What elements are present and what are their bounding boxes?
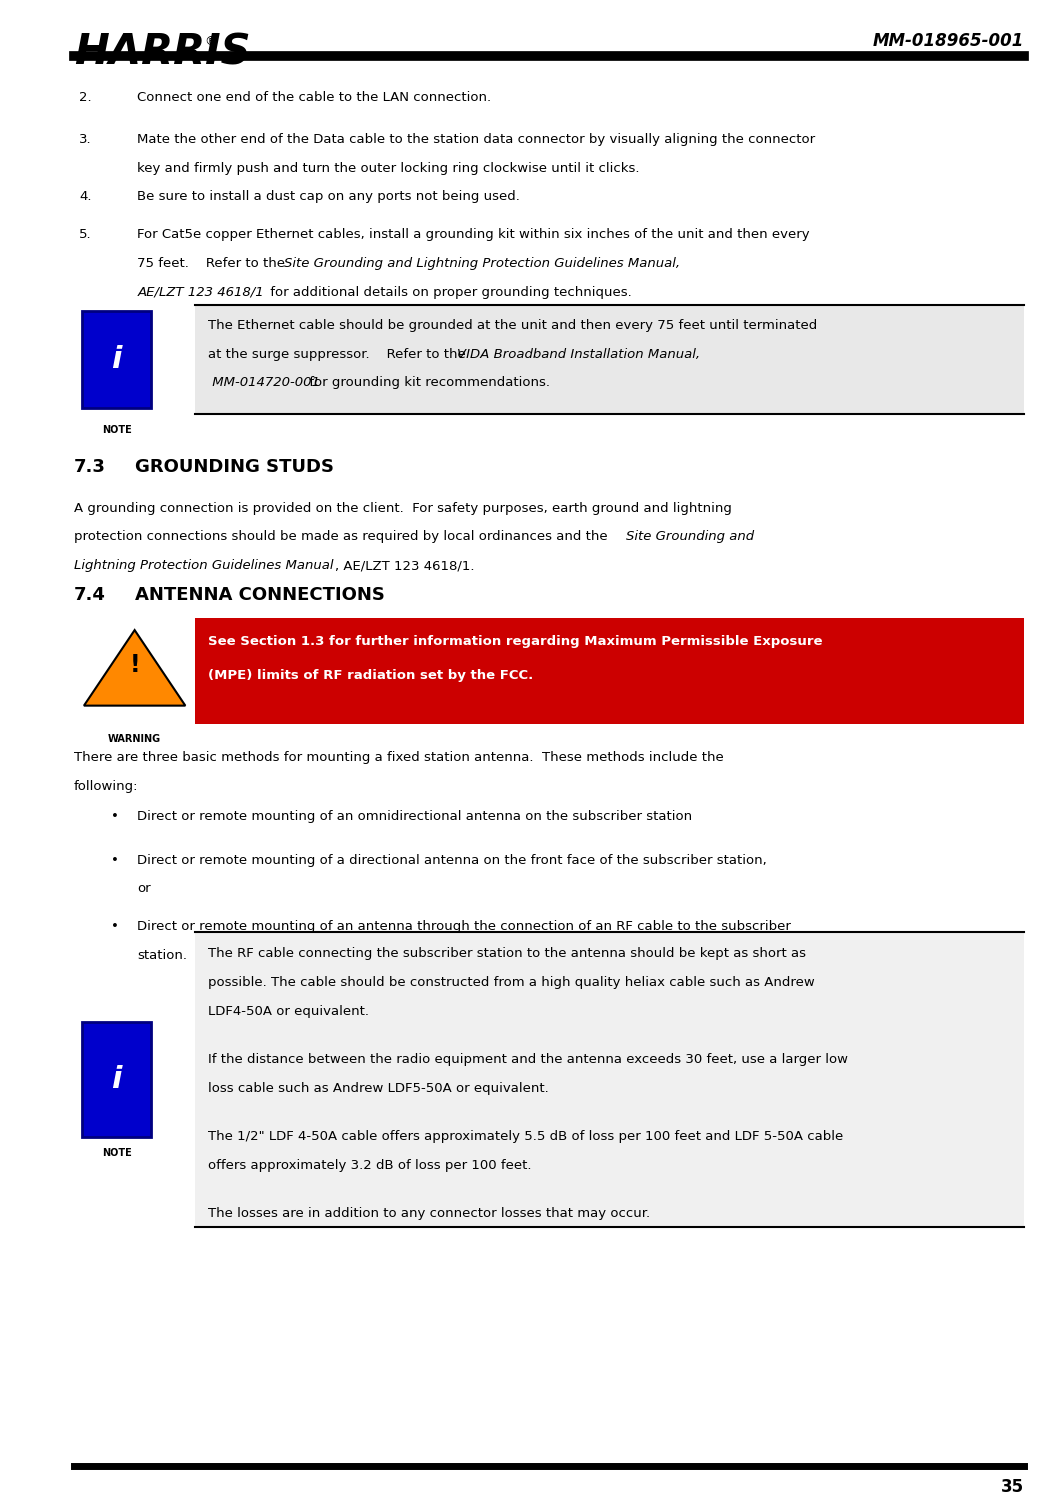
Text: !: ! bbox=[129, 653, 140, 677]
Text: protection connections should be made as required by local ordinances and the: protection connections should be made as… bbox=[74, 530, 611, 544]
Text: 7.3: 7.3 bbox=[74, 458, 106, 476]
Text: 4.: 4. bbox=[79, 190, 92, 204]
Text: possible. The cable should be constructed from a high quality heliax cable such : possible. The cable should be constructe… bbox=[208, 976, 815, 990]
FancyBboxPatch shape bbox=[82, 311, 151, 408]
Text: station.: station. bbox=[137, 949, 187, 963]
Text: VIDA Broadband Installation Manual,: VIDA Broadband Installation Manual, bbox=[457, 348, 700, 361]
Text: MM-014720-001: MM-014720-001 bbox=[208, 376, 320, 390]
Text: Be sure to install a dust cap on any ports not being used.: Be sure to install a dust cap on any por… bbox=[137, 190, 521, 204]
Text: loss cable such as Andrew LDF5-50A or equivalent.: loss cable such as Andrew LDF5-50A or eq… bbox=[208, 1082, 549, 1095]
Text: Site Grounding and Lightning Protection Guidelines Manual,: Site Grounding and Lightning Protection … bbox=[284, 257, 680, 270]
FancyBboxPatch shape bbox=[82, 1023, 151, 1138]
Text: Connect one end of the cable to the LAN connection.: Connect one end of the cable to the LAN … bbox=[137, 91, 491, 104]
Text: •: • bbox=[111, 810, 118, 823]
Text: HARRIS: HARRIS bbox=[74, 32, 250, 74]
Text: •: • bbox=[111, 854, 118, 867]
Text: key and firmly push and turn the outer locking ring clockwise until it clicks.: key and firmly push and turn the outer l… bbox=[137, 162, 640, 175]
Text: The 1/2" LDF 4-50A cable offers approximately 5.5 dB of loss per 100 feet and LD: The 1/2" LDF 4-50A cable offers approxim… bbox=[208, 1130, 844, 1144]
Text: 3.: 3. bbox=[79, 133, 92, 147]
Text: WARNING: WARNING bbox=[108, 734, 162, 745]
Text: ANTENNA CONNECTIONS: ANTENNA CONNECTIONS bbox=[135, 586, 385, 604]
Text: A grounding connection is provided on the client.  For safety purposes, earth gr: A grounding connection is provided on th… bbox=[74, 502, 732, 515]
Text: ®: ® bbox=[204, 35, 216, 48]
Text: •: • bbox=[111, 920, 118, 934]
Text: (MPE) limits of RF radiation set by the FCC.: (MPE) limits of RF radiation set by the … bbox=[208, 669, 533, 683]
FancyBboxPatch shape bbox=[195, 305, 1024, 414]
Text: See Section 1.3 for further information regarding Maximum Permissible Exposure: See Section 1.3 for further information … bbox=[208, 635, 823, 648]
Text: There are three basic methods for mounting a fixed station antenna.  These metho: There are three basic methods for mounti… bbox=[74, 751, 723, 765]
Text: i: i bbox=[112, 1065, 121, 1094]
Text: AE/LZT 123 4618/1: AE/LZT 123 4618/1 bbox=[137, 286, 264, 299]
Text: at the surge suppressor.    Refer to the: at the surge suppressor. Refer to the bbox=[208, 348, 470, 361]
Text: The losses are in addition to any connector losses that may occur.: The losses are in addition to any connec… bbox=[208, 1207, 650, 1221]
Text: NOTE: NOTE bbox=[101, 1148, 132, 1157]
Text: offers approximately 3.2 dB of loss per 100 feet.: offers approximately 3.2 dB of loss per … bbox=[208, 1159, 531, 1173]
FancyBboxPatch shape bbox=[195, 932, 1024, 1227]
Text: The RF cable connecting the subscriber station to the antenna should be kept as : The RF cable connecting the subscriber s… bbox=[208, 947, 806, 961]
Text: 2.: 2. bbox=[79, 91, 92, 104]
Text: Direct or remote mounting of an antenna through the connection of an RF cable to: Direct or remote mounting of an antenna … bbox=[137, 920, 791, 934]
Text: Mate the other end of the Data cable to the station data connector by visually a: Mate the other end of the Data cable to … bbox=[137, 133, 815, 147]
Text: 75 feet.    Refer to the: 75 feet. Refer to the bbox=[137, 257, 289, 270]
Text: If the distance between the radio equipment and the antenna exceeds 30 feet, use: If the distance between the radio equipm… bbox=[208, 1053, 848, 1067]
Text: for additional details on proper grounding techniques.: for additional details on proper groundi… bbox=[266, 286, 631, 299]
Text: Direct or remote mounting of an omnidirectional antenna on the subscriber statio: Direct or remote mounting of an omnidire… bbox=[137, 810, 693, 823]
Text: 7.4: 7.4 bbox=[74, 586, 106, 604]
Text: following:: following: bbox=[74, 780, 138, 793]
Text: or: or bbox=[137, 882, 151, 896]
Text: for grounding kit recommendations.: for grounding kit recommendations. bbox=[305, 376, 550, 390]
Text: 35: 35 bbox=[1001, 1478, 1024, 1496]
Text: For Cat5e copper Ethernet cables, install a grounding kit within six inches of t: For Cat5e copper Ethernet cables, instal… bbox=[137, 228, 810, 242]
Polygon shape bbox=[84, 630, 186, 706]
Text: GROUNDING STUDS: GROUNDING STUDS bbox=[135, 458, 334, 476]
Text: 5.: 5. bbox=[79, 228, 92, 242]
Text: The Ethernet cable should be grounded at the unit and then every 75 feet until t: The Ethernet cable should be grounded at… bbox=[208, 319, 817, 332]
Text: NOTE: NOTE bbox=[101, 425, 132, 435]
Text: , AE/LZT 123 4618/1.: , AE/LZT 123 4618/1. bbox=[335, 559, 474, 573]
Text: Lightning Protection Guidelines Manual: Lightning Protection Guidelines Manual bbox=[74, 559, 334, 573]
Text: i: i bbox=[112, 345, 121, 375]
Text: LDF4-50A or equivalent.: LDF4-50A or equivalent. bbox=[208, 1005, 369, 1018]
Text: Site Grounding and: Site Grounding and bbox=[626, 530, 754, 544]
Text: Direct or remote mounting of a directional antenna on the front face of the subs: Direct or remote mounting of a direction… bbox=[137, 854, 767, 867]
Text: MM-018965-001: MM-018965-001 bbox=[873, 32, 1024, 50]
FancyBboxPatch shape bbox=[195, 618, 1024, 724]
